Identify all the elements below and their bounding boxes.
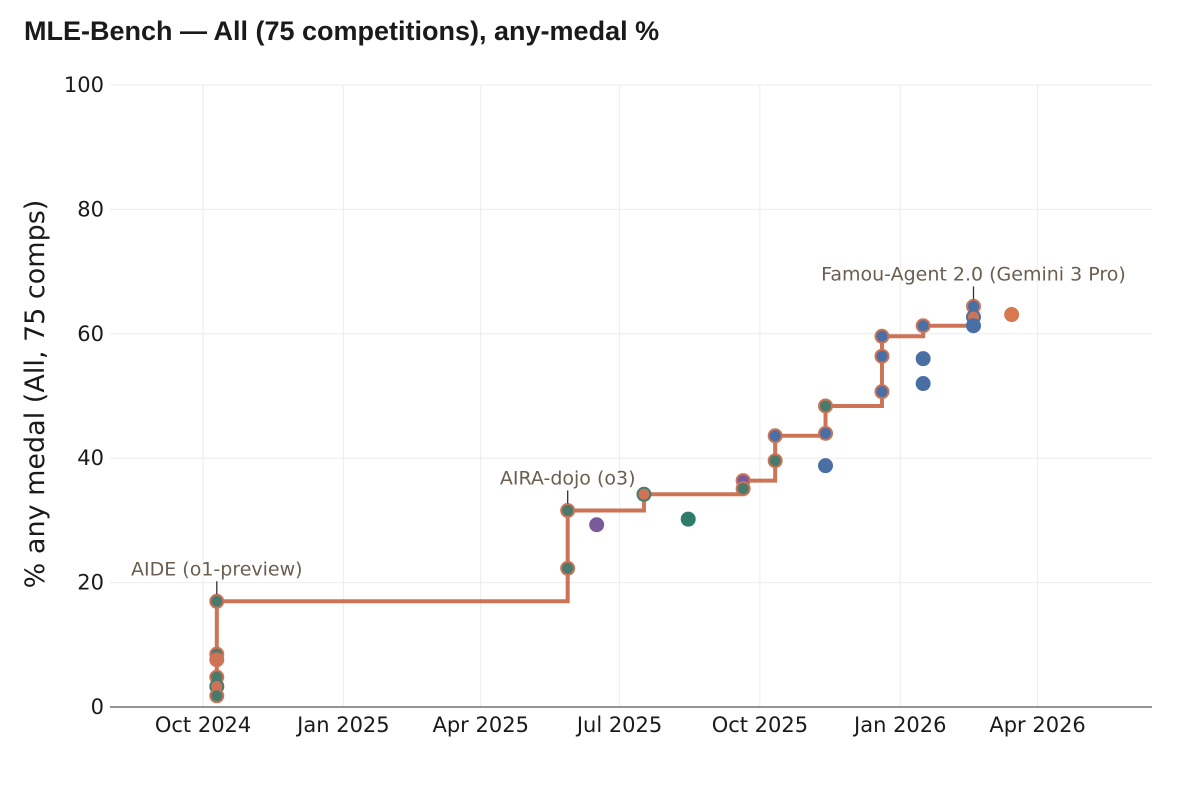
data-point: [915, 318, 931, 334]
frontier-layer: [214, 306, 976, 696]
data-point: [680, 511, 696, 527]
y-axis-title: % any medal (All, 75 comps): [20, 200, 51, 589]
data-point: [767, 428, 783, 444]
x-tick-label: Jan 2026: [852, 713, 947, 737]
x-tick-label: Jan 2025: [295, 713, 390, 737]
data-point: [1004, 307, 1020, 323]
data-point: [735, 481, 751, 497]
data-point: [915, 351, 931, 367]
data-point: [818, 398, 834, 414]
data-point: [818, 458, 834, 474]
x-tick-label: Jul 2025: [575, 713, 662, 737]
data-point: [915, 376, 931, 392]
data-point: [560, 560, 576, 576]
x-tick-label: Oct 2024: [155, 713, 251, 737]
data-point: [767, 453, 783, 469]
data-point: [560, 502, 576, 518]
data-point: [966, 318, 982, 334]
annotation-label: AIRA-dojo (o3): [500, 467, 636, 489]
data-point: [209, 688, 225, 704]
x-tick-label: Apr 2026: [989, 713, 1085, 737]
data-point: [589, 517, 605, 533]
data-point: [209, 593, 225, 609]
y-tick-label: 20: [77, 571, 104, 595]
data-point: [636, 486, 652, 502]
data-point: [209, 652, 225, 668]
y-tick-label: 80: [77, 197, 104, 221]
y-tick-label: 100: [64, 73, 104, 97]
annotation-label: AIDE (o1-preview): [131, 558, 303, 580]
data-point: [874, 348, 890, 364]
points-layer: [209, 298, 1020, 704]
data-point: [874, 328, 890, 344]
y-tick-label: 40: [77, 446, 104, 470]
chart-title: MLE-Bench — All (75 competitions), any-m…: [24, 16, 660, 46]
axis-layer: 0 20 40 60 80 100 Oct 2024 Jan 2025 Apr 2025 Jul …: [20, 73, 1152, 737]
x-tick-label: Apr 2025: [432, 713, 528, 737]
data-point: [818, 425, 834, 441]
annotation-layer: AIDE (o1-preview) AIRA-dojo (o3) Famou-Age…: [131, 263, 1126, 595]
x-tick-label: Oct 2025: [712, 713, 808, 737]
data-point: [874, 384, 890, 400]
grid-layer: [110, 84, 1152, 707]
y-tick-label: 0: [91, 695, 104, 719]
y-tick-label: 60: [77, 322, 104, 346]
annotation-label: Famou-Agent 2.0 (Gemini 3 Pro): [821, 263, 1126, 285]
frontier-step-line: [214, 306, 976, 696]
